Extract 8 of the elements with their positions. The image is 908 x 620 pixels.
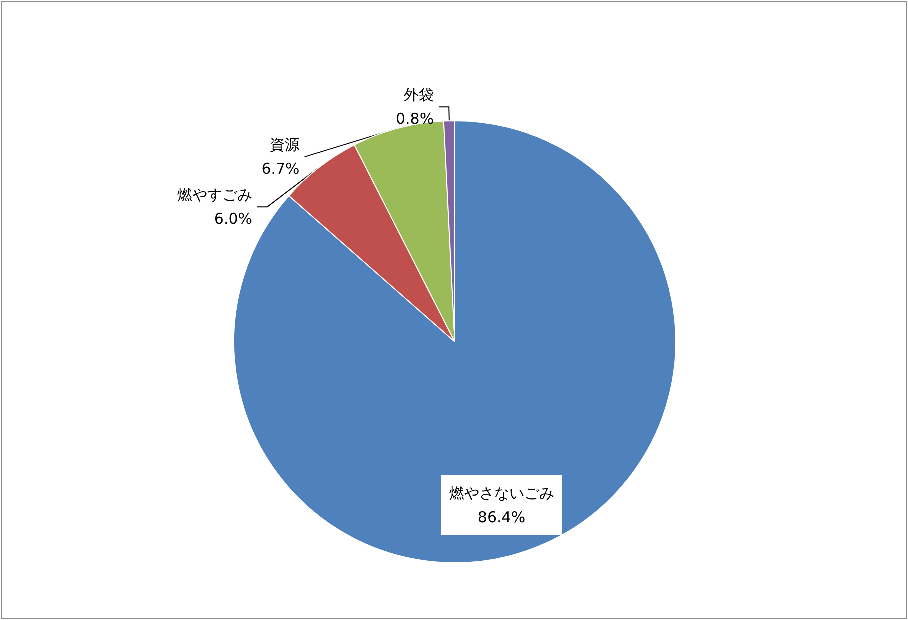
data-label: 6.7% xyxy=(262,160,300,178)
slice-label: 資源 xyxy=(270,136,300,154)
data-label: 0.8% xyxy=(396,110,434,128)
data-label: 86.4% xyxy=(478,508,526,526)
slice-label: 外袋 xyxy=(404,86,434,104)
slice-label: 燃やさないごみ xyxy=(449,484,554,502)
data-label: 6.0% xyxy=(214,210,253,228)
slice-label: 燃やすごみ xyxy=(178,186,253,204)
